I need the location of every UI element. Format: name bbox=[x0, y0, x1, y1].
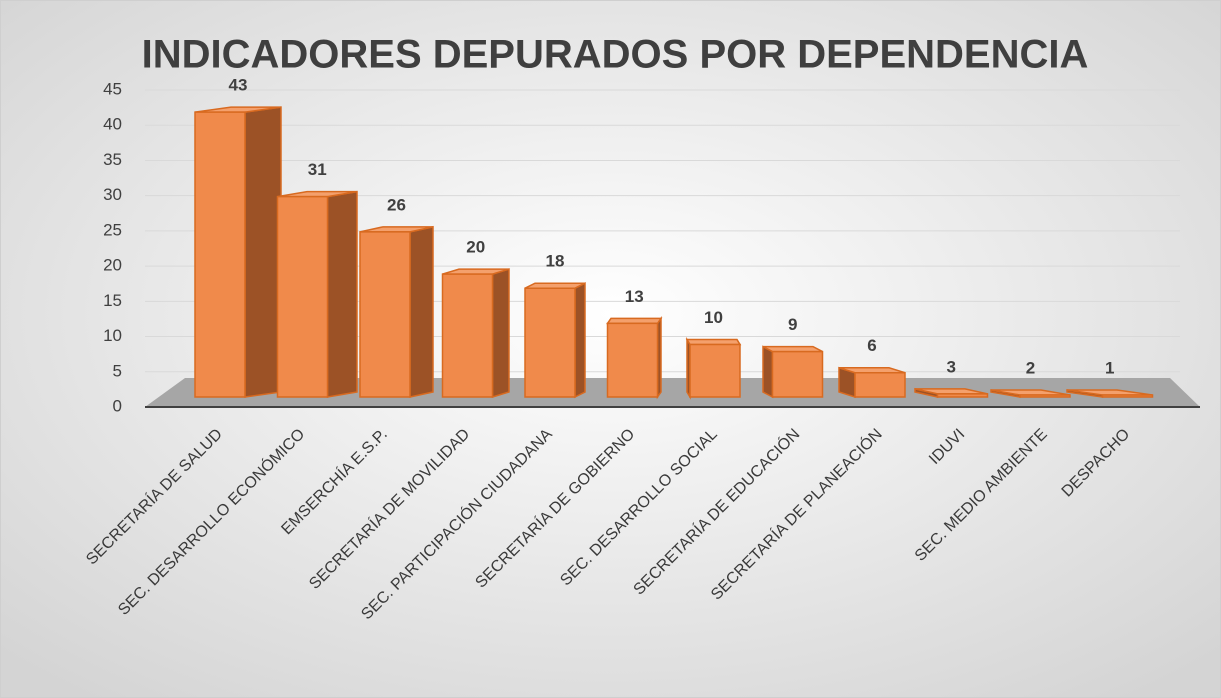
value-label: 31 bbox=[308, 160, 327, 179]
bar bbox=[524, 281, 586, 399]
bar bbox=[990, 389, 1071, 398]
bar bbox=[838, 366, 906, 399]
value-label: 3 bbox=[947, 357, 956, 376]
bar bbox=[606, 316, 663, 400]
bar-face bbox=[244, 106, 282, 398]
y-tick-label: 5 bbox=[113, 361, 122, 380]
bar-face bbox=[689, 343, 741, 398]
value-label: 2 bbox=[1026, 358, 1035, 377]
bar-face bbox=[1019, 394, 1071, 398]
bar-face bbox=[574, 281, 586, 399]
bar-face bbox=[606, 322, 659, 398]
bar-face bbox=[359, 231, 411, 398]
value-label: 20 bbox=[466, 238, 485, 257]
bar bbox=[276, 190, 358, 398]
bar-face bbox=[326, 190, 358, 398]
bar-face bbox=[409, 225, 434, 398]
y-tick-label: 35 bbox=[103, 150, 122, 169]
bar bbox=[1066, 389, 1154, 398]
bar bbox=[441, 268, 510, 399]
bar-face bbox=[771, 350, 824, 398]
value-label: 43 bbox=[229, 76, 248, 95]
bar bbox=[194, 106, 282, 398]
bar-face bbox=[936, 393, 989, 398]
y-tick-label: 15 bbox=[103, 291, 122, 310]
y-tick-label: 10 bbox=[103, 326, 122, 345]
value-label: 13 bbox=[625, 287, 644, 306]
bar-face bbox=[854, 371, 906, 398]
bar bbox=[914, 387, 989, 398]
value-label: 26 bbox=[387, 195, 406, 214]
y-tick-label: 20 bbox=[103, 256, 122, 275]
bar bbox=[762, 345, 824, 399]
value-label: 1 bbox=[1105, 358, 1114, 377]
y-tick-label: 30 bbox=[103, 185, 122, 204]
value-label: 10 bbox=[704, 308, 723, 327]
bar-face bbox=[762, 345, 774, 399]
value-label: 18 bbox=[546, 252, 565, 271]
bar bbox=[359, 225, 434, 398]
y-tick-label: 45 bbox=[103, 79, 122, 98]
y-tick-label: 40 bbox=[103, 115, 122, 134]
y-tick-label: 25 bbox=[103, 220, 122, 239]
bar-face bbox=[491, 268, 510, 399]
y-tick-label: 0 bbox=[113, 396, 122, 415]
bar-face bbox=[524, 287, 576, 398]
bar-face bbox=[276, 195, 329, 398]
bar bbox=[685, 336, 742, 400]
value-label: 6 bbox=[867, 336, 876, 355]
bar-face bbox=[1101, 394, 1154, 398]
bar-face bbox=[441, 273, 494, 398]
bar-face bbox=[194, 111, 246, 398]
chart-title: INDICADORES DEPURADOS POR DEPENDENCIA bbox=[142, 33, 1089, 77]
value-label: 9 bbox=[788, 315, 797, 334]
